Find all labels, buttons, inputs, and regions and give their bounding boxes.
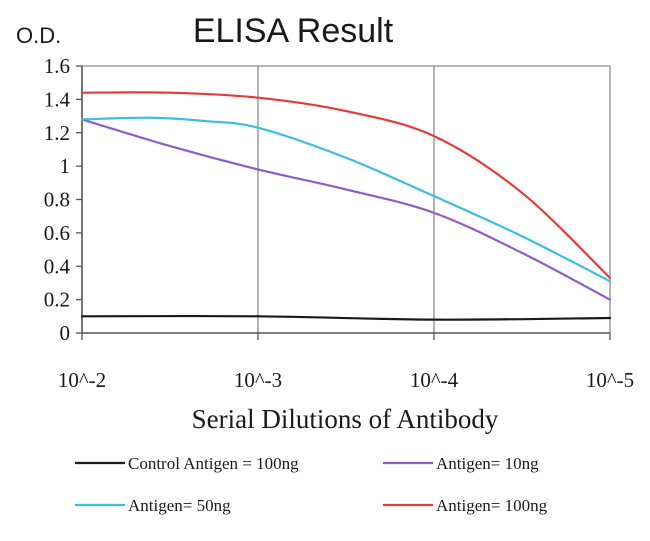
series-line-control-antigen-100ng [80, 314, 612, 321]
chart-title: ELISA Result [193, 12, 394, 50]
series-line-antigen-10ng [80, 118, 612, 301]
y-tick-label: 1.2 [44, 121, 70, 145]
y-tick-label: 0.2 [44, 288, 70, 312]
y-tick-label: 0.6 [44, 221, 70, 245]
y-tick-label: 0.8 [44, 188, 70, 212]
x-tick-label: 10^-5 [586, 368, 634, 392]
x-tick-label: 10^-2 [58, 368, 106, 392]
legend: Control Antigen = 100ng Antigen= 10ng Anti… [75, 454, 548, 515]
y-axis-label: O.D. [16, 23, 61, 48]
series-layer [80, 91, 612, 321]
y-tick-label: 1.4 [44, 87, 71, 111]
y-tick-label: 1 [60, 154, 71, 178]
axis-layer [76, 65, 611, 340]
x-axis-label: Serial Dilutions of Antibody [192, 404, 499, 434]
y-tick-label: 0.4 [44, 254, 71, 278]
x-tick-label: 10^-4 [410, 368, 459, 392]
legend-label-control-antigen-100ng: Control Antigen = 100ng [128, 454, 299, 473]
x-tick-labels: 10^-2 10^-3 10^-4 10^-5 [58, 368, 634, 392]
legend-label-antigen-50ng: Antigen= 50ng [128, 496, 231, 515]
legend-label-antigen-10ng: Antigen= 10ng [436, 454, 539, 473]
y-tick-labels: 0 0.2 0.4 0.6 0.8 1 1.2 1.4 1.6 [44, 54, 71, 345]
y-tick-label: 1.6 [44, 54, 70, 78]
legend-label-antigen-100ng: Antigen= 100ng [436, 496, 548, 515]
series-line-antigen-50ng [80, 116, 612, 283]
x-tick-label: 10^-3 [234, 368, 282, 392]
series-line-antigen-100ng [80, 91, 612, 280]
y-tick-label: 0 [60, 321, 71, 345]
